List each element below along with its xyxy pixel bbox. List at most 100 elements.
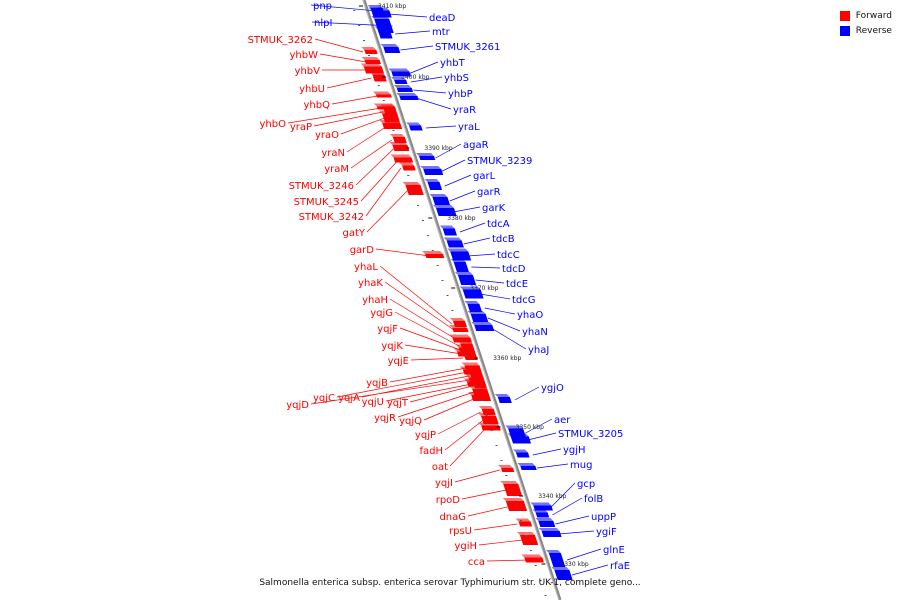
gene-label-stmuk-3242[interactable]: STMUK_3242	[299, 212, 364, 223]
gene-label-yqjp[interactable]: yqjP	[415, 430, 436, 441]
reverse-gene-mug-bevel	[517, 463, 536, 466]
reverse-gene-tdca	[442, 228, 458, 236]
axis-dot	[417, 205, 420, 206]
gene-label-yqjb[interactable]: yqjB	[366, 378, 388, 389]
gene-label-stmuk-3239[interactable]: STMUK_3239	[467, 156, 532, 167]
kbp-tick-label: 3340 kbp	[538, 493, 566, 500]
gene-blocks	[360, 5, 573, 580]
gene-label-garr[interactable]: garR	[477, 187, 501, 198]
gene-label-yqji[interactable]: yqjI	[435, 478, 453, 489]
gene-label-mug[interactable]: mug	[570, 460, 592, 471]
gene-label-yhah[interactable]: yhaH	[362, 295, 388, 306]
gene-label-yram[interactable]: yraM	[324, 164, 349, 175]
gene-label-oat[interactable]: oat	[432, 462, 448, 473]
gene-label-pnp[interactable]: pnp	[313, 1, 332, 12]
forward-swatch	[839, 10, 850, 21]
forward-gene-yqjc-bevel	[459, 366, 481, 370]
gene-label-gark[interactable]: garK	[482, 203, 506, 214]
gene-label-yhao[interactable]: yhaO	[517, 310, 543, 321]
gene-label-nlpi[interactable]: nlpI	[314, 18, 332, 29]
gene-label-tdcb[interactable]: tdcB	[492, 234, 515, 245]
gene-label-glne[interactable]: glnE	[603, 545, 625, 556]
gene-label-ygjh[interactable]: ygjH	[563, 445, 586, 456]
gene-label-yhaj[interactable]: yhaJ	[528, 345, 549, 356]
gene-label-ygjo[interactable]: ygjO	[541, 383, 564, 394]
gene-label-stmuk-3246[interactable]: STMUK_3246	[289, 181, 354, 192]
gene-label-stmuk-3261[interactable]: STMUK_3261	[435, 42, 500, 53]
genome-axis	[362, 0, 562, 600]
gene-label-dead[interactable]: deaD	[429, 13, 456, 24]
reverse-gene-stmuk-3261-bevel	[380, 44, 399, 47]
connector-stmuk-3205	[527, 432, 557, 441]
connector-yqjp	[437, 411, 481, 435]
gene-label-tdcc[interactable]: tdcC	[497, 250, 520, 261]
gene-label-rfae[interactable]: rfaE	[610, 561, 630, 572]
gene-label-yqje[interactable]: yqjE	[388, 356, 409, 367]
gene-label-yqjk[interactable]: yqjK	[381, 341, 403, 352]
gene-label-tdcg[interactable]: tdcG	[512, 295, 536, 306]
kbp-tick-label: 3370 kbp	[470, 285, 498, 292]
gene-label-yrao[interactable]: yraO	[315, 130, 339, 141]
gene-label-rpsu[interactable]: rpsU	[449, 526, 472, 537]
gene-label-yqju[interactable]: yqjU	[362, 397, 384, 408]
gene-label-yqjf[interactable]: yqjF	[377, 324, 398, 335]
gene-label-cca[interactable]: cca	[468, 557, 485, 568]
forward-gene-yqji	[501, 468, 515, 472]
gene-label-yrap[interactable]: yraP	[290, 122, 312, 133]
gene-label-gaty[interactable]: gatY	[342, 228, 365, 239]
gene-label-yhal[interactable]: yhaL	[354, 262, 378, 273]
gene-label-tdce[interactable]: tdcE	[506, 279, 528, 290]
gene-label-yqja[interactable]: yqjA	[338, 393, 360, 404]
connector-yhbw	[319, 53, 367, 63]
gene-label-stmuk-3262[interactable]: STMUK_3262	[248, 35, 313, 46]
gene-label-yran[interactable]: yraN	[321, 148, 345, 159]
legend-forward-label: Forward	[855, 10, 892, 21]
reverse-gene-tdcg-bevel	[459, 286, 481, 290]
gene-label-rpod[interactable]: rpoD	[436, 495, 461, 506]
forward-gene-stmuk-3262	[364, 50, 378, 54]
gene-label-agar[interactable]: agaR	[463, 140, 489, 151]
gene-label-aer[interactable]: aer	[554, 415, 571, 426]
gene-label-yhbw[interactable]: yhbW	[290, 50, 319, 61]
gene-label-yqjt[interactable]: yqjT	[387, 398, 409, 409]
gene-label-yral[interactable]: yraL	[458, 122, 480, 133]
gene-label-dnag[interactable]: dnaG	[439, 512, 466, 523]
gene-label-gcp[interactable]: gcp	[577, 479, 595, 490]
axis-dot	[358, 25, 361, 26]
gene-label-yhbp[interactable]: yhbP	[448, 89, 473, 100]
reverse-gene-pnp-bevel	[367, 5, 383, 8]
gene-label-yqjd[interactable]: yqjD	[286, 400, 309, 411]
gene-label-yhbu[interactable]: yhbU	[299, 84, 325, 95]
connector-stmuk-3242	[365, 167, 402, 217]
gene-label-yhbv[interactable]: yhbV	[295, 66, 321, 77]
gene-label-yqjr[interactable]: yqjR	[374, 413, 396, 424]
gene-label-fadh[interactable]: fadH	[419, 446, 443, 457]
gene-label-yhbs[interactable]: yhbS	[444, 73, 469, 84]
gene-label-yhak[interactable]: yhaK	[358, 278, 383, 289]
forward-gene-rpsu	[518, 521, 533, 527]
gene-label-yhbq[interactable]: yhbQ	[304, 100, 331, 111]
gene-label-stmuk-3245[interactable]: STMUK_3245	[294, 197, 359, 208]
gene-label-yrar[interactable]: yraR	[453, 105, 476, 116]
gene-label-yhbo[interactable]: yhbO	[260, 119, 287, 130]
connector-ygih	[478, 539, 523, 546]
gene-label-mtr[interactable]: mtr	[432, 27, 451, 38]
gene-label-stmuk-3205[interactable]: STMUK_3205	[558, 429, 623, 440]
gene-label-tdca[interactable]: tdcA	[487, 219, 510, 230]
gene-label-tdcd[interactable]: tdcD	[502, 264, 526, 275]
gene-label-ygif[interactable]: ygiF	[596, 527, 617, 538]
gene-label-uppp[interactable]: uppP	[591, 512, 616, 523]
forward-gene-stmuk-3245-bevel	[390, 154, 412, 158]
connector-ygjo	[514, 386, 540, 401]
gene-label-yqjq[interactable]: yqjQ	[399, 416, 422, 427]
reverse-gene-rfae	[554, 570, 573, 580]
gene-label-yqjg[interactable]: yqjG	[370, 308, 393, 319]
forward-gene-stmuk-3242	[402, 165, 416, 171]
gene-label-yhbt[interactable]: yhbT	[440, 58, 466, 69]
gene-label-yqjc[interactable]: yqjC	[313, 393, 335, 404]
gene-label-ygih[interactable]: ygiH	[454, 541, 477, 552]
gene-label-gard[interactable]: garD	[350, 245, 375, 256]
gene-label-folb[interactable]: folB	[584, 494, 603, 505]
gene-label-garl[interactable]: garL	[473, 171, 496, 182]
gene-label-yhan[interactable]: yhaN	[522, 327, 548, 338]
